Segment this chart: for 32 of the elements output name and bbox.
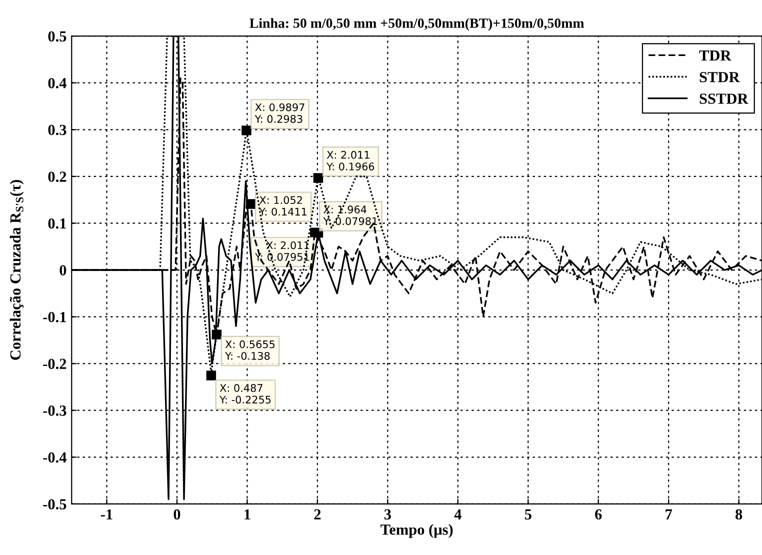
x-tick-label: 6 bbox=[595, 509, 602, 520]
y-tick-label: -0.2 bbox=[43, 358, 66, 370]
x-tick-label: 1 bbox=[244, 509, 250, 520]
x-tick-label: 5 bbox=[524, 509, 532, 520]
x-tick-label: 3 bbox=[384, 509, 391, 520]
annotation: X: 0.487 Y: -0.2255 bbox=[219, 384, 271, 404]
annotation: X: 0.5655 Y: -0.138 bbox=[225, 340, 275, 360]
y-tick-label: 0.1 bbox=[48, 218, 66, 229]
y-tick-label: -0.4 bbox=[43, 452, 66, 463]
y-tick-label: 0.4 bbox=[48, 78, 66, 88]
annotation: X: 0.9897 Y: 0.2983 bbox=[254, 103, 304, 123]
x-tick-label: 4 bbox=[454, 509, 462, 520]
chart-title: Linha: 50 m/0,50 mm +50m/0,50mm(BT)+150m/0,50mm bbox=[250, 18, 584, 31]
legend-label: SSTDR bbox=[700, 94, 748, 104]
y-tick-label: -0.3 bbox=[43, 406, 66, 416]
y-tick-label: 0.5 bbox=[48, 31, 66, 42]
x-tick-label: 8 bbox=[736, 509, 742, 520]
y-axis-title: Correlação Cruzada RS'S(τ) bbox=[10, 180, 24, 360]
y-tick-label: -0.5 bbox=[43, 499, 66, 510]
x-axis-title: Tempo (μs) bbox=[380, 524, 453, 538]
x-tick-label: 0 bbox=[174, 509, 180, 520]
y-tick-label: 0.2 bbox=[48, 172, 66, 182]
y-tick-label: -0.1 bbox=[43, 312, 66, 322]
y-tick-label: 0.3 bbox=[48, 124, 66, 136]
y-tick-label: 0 bbox=[60, 265, 66, 276]
x-tick-label: 7 bbox=[666, 509, 672, 520]
annotation: X: 1.052 Y: 0.1411 bbox=[259, 196, 306, 216]
x-tick-label: -1 bbox=[100, 509, 112, 520]
annotation: X: 2.011 Y: 0.1966 bbox=[326, 150, 374, 170]
legend-label: STDR bbox=[700, 72, 740, 82]
legend-label: TDR bbox=[699, 50, 732, 61]
x-tick-label: 2 bbox=[314, 509, 321, 520]
